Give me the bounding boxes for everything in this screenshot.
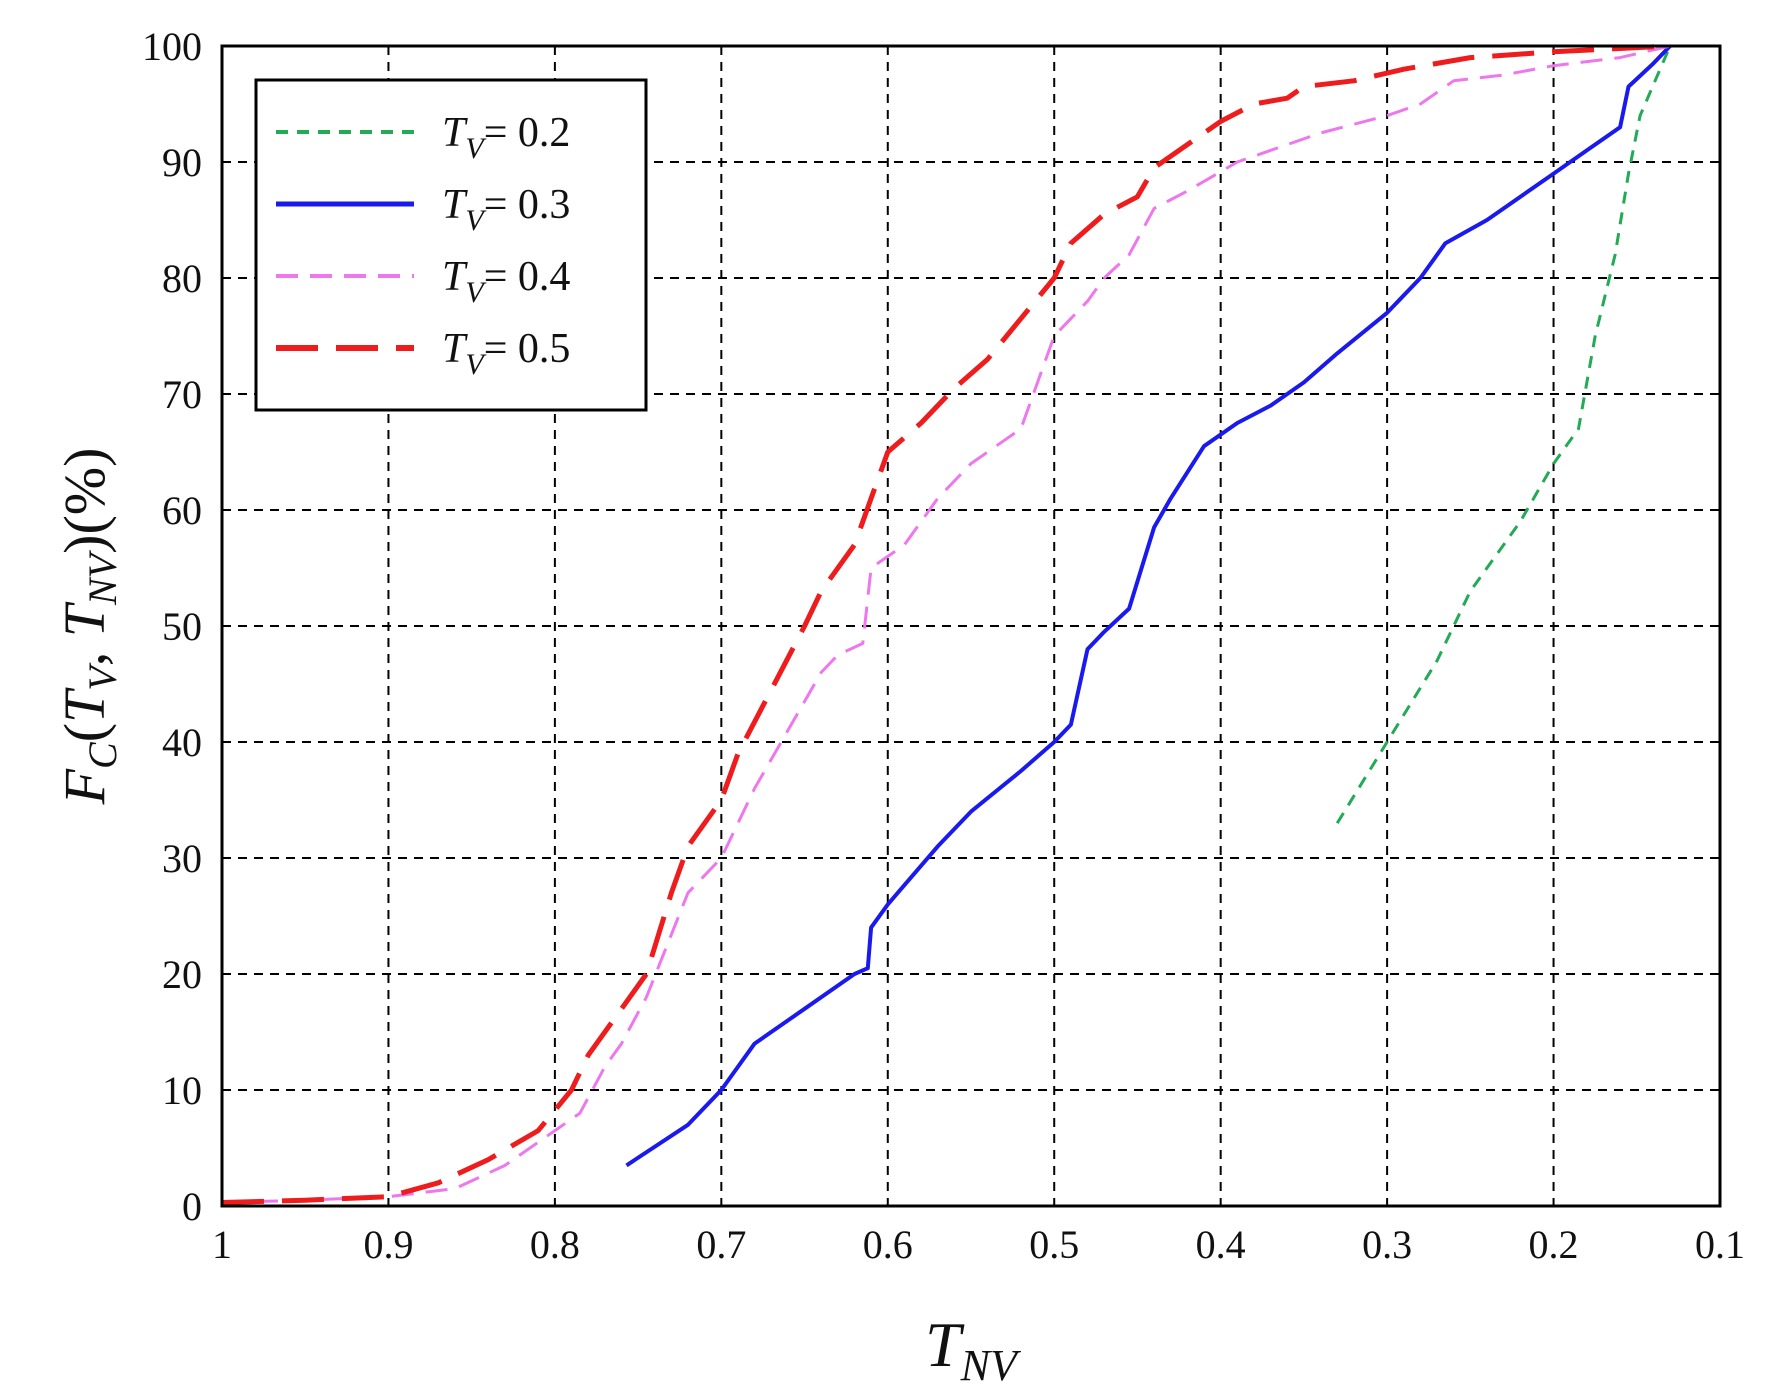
series-layer xyxy=(221,43,1672,1205)
legend-label-var: T xyxy=(442,110,468,156)
x-axis-label-main: T xyxy=(925,1309,965,1380)
y-tick-label: 30 xyxy=(162,836,202,881)
legend-label-var: T xyxy=(442,326,468,372)
series-line-3 xyxy=(221,44,1671,1204)
x-tick-label: 0.6 xyxy=(863,1222,913,1267)
x-tick-label: 0.5 xyxy=(1029,1222,1079,1267)
y-tick-label: 70 xyxy=(162,372,202,417)
legend-label-4: TV= 0.5 xyxy=(442,326,570,381)
y-axis-label-part: , xyxy=(52,637,117,666)
legend-label-value: = 0.4 xyxy=(484,254,571,300)
legend-label-sub: V xyxy=(465,204,487,237)
y-axis-label-part: NV xyxy=(80,549,125,606)
series-line-1 xyxy=(1335,45,1672,824)
x-tick-label: 0.2 xyxy=(1529,1222,1579,1267)
y-axis-label-part: V xyxy=(80,662,125,691)
legend-label-2: TV= 0.3 xyxy=(442,182,570,237)
x-axis-label: TNV xyxy=(925,1309,1022,1387)
x-axis-label-sub: NV xyxy=(960,1341,1022,1387)
y-axis-label-part: F xyxy=(52,768,117,805)
y-axis-label: FC(TV, TNV)(%) xyxy=(52,448,125,806)
legend: TV= 0.2TV= 0.3TV= 0.4TV= 0.5 xyxy=(254,78,648,412)
x-tick-label: 0.8 xyxy=(530,1222,580,1267)
x-tick-label: 0.7 xyxy=(696,1222,746,1267)
x-tick-label: 0.4 xyxy=(1196,1222,1246,1267)
legend-label-3: TV= 0.4 xyxy=(442,254,570,309)
y-tick-label: 60 xyxy=(162,488,202,533)
legend-label-value: = 0.5 xyxy=(484,326,571,372)
y-tick-label: 100 xyxy=(142,24,202,69)
legend-label-1: TV= 0.2 xyxy=(442,110,570,165)
legend-box xyxy=(254,78,648,412)
legend-label-value: = 0.2 xyxy=(484,110,571,156)
y-axis-label-part: T xyxy=(52,601,117,637)
y-axis-label-part: ( xyxy=(52,723,117,742)
y-tick-label: 50 xyxy=(162,604,202,649)
y-tick-label: 90 xyxy=(162,140,202,185)
y-tick-label: 40 xyxy=(162,720,202,765)
legend-label-sub: V xyxy=(465,348,487,381)
grid xyxy=(222,46,1720,1206)
y-axis-label-part: )(%) xyxy=(52,448,117,554)
y-axis-label-part: C xyxy=(80,741,125,769)
x-tick-labels: 1 0.9 0.8 0.7 0.6 0.5 0.4 0.3 0.2 0.1 xyxy=(212,1222,1745,1267)
legend-label-sub: V xyxy=(465,132,487,165)
plot-frame xyxy=(220,44,1722,1208)
x-tick-label: 1 xyxy=(212,1222,232,1267)
legend-label-var: T xyxy=(442,254,468,300)
y-tick-label: 10 xyxy=(162,1068,202,1113)
legend-label-value: = 0.3 xyxy=(484,182,571,228)
series-line-2 xyxy=(625,44,1672,1168)
y-tick-label: 0 xyxy=(182,1184,202,1229)
y-tick-label: 80 xyxy=(162,256,202,301)
series-line-4 xyxy=(221,43,1671,1205)
x-tick-label: 0.1 xyxy=(1695,1222,1745,1267)
x-tick-label: 0.3 xyxy=(1362,1222,1412,1267)
legend-label-sub: V xyxy=(465,276,487,309)
y-axis-label-part: T xyxy=(52,687,117,723)
y-tick-label: 20 xyxy=(162,952,202,997)
y-tick-labels: 0 10 20 30 40 50 60 70 80 90 100 xyxy=(142,24,202,1229)
legend-label-var: T xyxy=(442,182,468,228)
x-tick-label: 0.9 xyxy=(363,1222,413,1267)
